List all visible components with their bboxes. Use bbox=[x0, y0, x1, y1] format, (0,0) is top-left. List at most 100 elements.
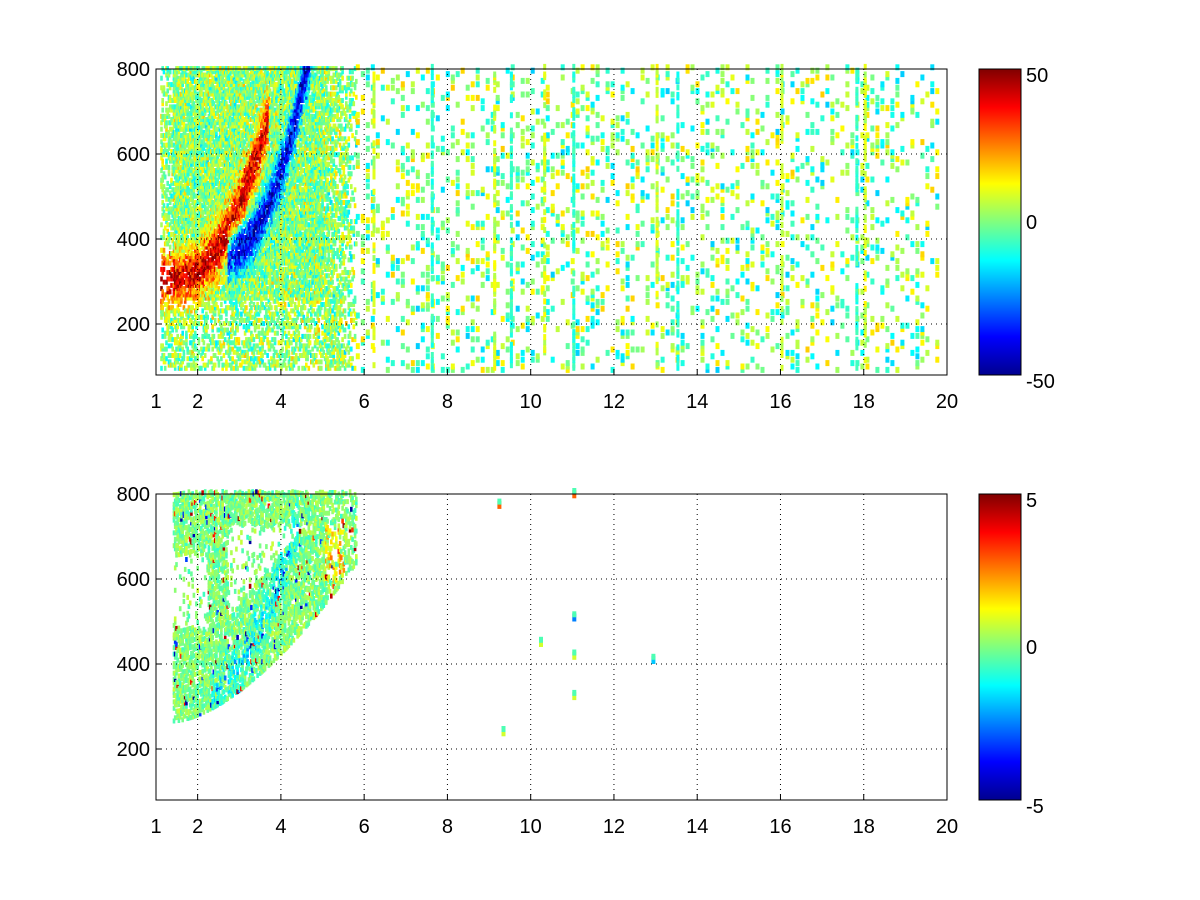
heatmap-cell bbox=[171, 353, 174, 358]
heatmap-cell bbox=[212, 340, 216, 346]
heatmap-cell bbox=[256, 317, 259, 323]
heatmap-cell bbox=[251, 171, 254, 177]
heatmap-cell bbox=[255, 72, 258, 78]
heatmap-cell bbox=[166, 228, 169, 234]
heatmap-cell bbox=[226, 180, 229, 186]
heatmap-cell bbox=[263, 88, 267, 94]
heatmap-cell bbox=[187, 101, 191, 107]
heatmap-cell bbox=[213, 113, 217, 119]
heatmap-cell bbox=[247, 113, 251, 119]
heatmap-cell bbox=[236, 327, 239, 333]
heatmap-cell bbox=[206, 209, 209, 215]
heatmap-cell bbox=[212, 282, 216, 288]
heatmap-cell bbox=[185, 343, 188, 349]
heatmap-cell bbox=[195, 324, 198, 330]
heatmap-cell bbox=[201, 215, 204, 221]
heatmap-cell bbox=[258, 180, 262, 186]
heatmap-cell bbox=[160, 286, 163, 292]
heatmap-cell bbox=[220, 346, 223, 352]
heatmap-cell bbox=[215, 85, 218, 91]
heatmap-cell bbox=[215, 343, 218, 349]
heatmap-cell bbox=[226, 349, 229, 355]
heatmap-cell bbox=[261, 91, 264, 97]
heatmap-cell bbox=[261, 158, 264, 164]
heatmap-cell bbox=[253, 85, 257, 91]
heatmap-cell bbox=[182, 340, 186, 346]
heatmap-cell bbox=[211, 298, 214, 304]
heatmap-cell bbox=[201, 203, 204, 209]
heatmap-cell bbox=[211, 152, 214, 158]
heatmap-cell bbox=[191, 292, 194, 298]
heatmap-cell bbox=[212, 117, 216, 123]
heatmap-cell bbox=[222, 330, 226, 336]
heatmap-cell bbox=[186, 117, 189, 123]
heatmap-cell bbox=[168, 270, 172, 276]
heatmap-cell bbox=[227, 353, 231, 358]
heatmap-cell bbox=[207, 286, 211, 292]
heatmap-cell bbox=[261, 149, 264, 154]
heatmap-cell bbox=[200, 120, 203, 126]
heatmap-cell bbox=[167, 113, 171, 119]
heatmap-cell bbox=[160, 266, 163, 272]
heatmap-cell bbox=[170, 231, 173, 237]
heatmap-cell bbox=[226, 110, 229, 116]
heatmap-cell bbox=[177, 231, 181, 237]
heatmap-cell bbox=[188, 203, 192, 209]
heatmap-cell bbox=[248, 340, 252, 346]
heatmap-cell bbox=[206, 292, 209, 298]
heatmap-cell bbox=[258, 305, 262, 311]
heatmap-cell bbox=[203, 254, 207, 260]
heatmap-cell bbox=[257, 126, 261, 132]
heatmap-cell bbox=[232, 206, 236, 212]
heatmap-cell bbox=[256, 139, 259, 145]
heatmap-cell bbox=[213, 161, 217, 167]
heatmap-cell bbox=[213, 190, 217, 196]
heatmap-cell bbox=[257, 356, 261, 362]
heatmap-cell bbox=[263, 94, 267, 100]
heatmap-cell bbox=[258, 222, 262, 228]
heatmap-cell bbox=[191, 196, 194, 202]
heatmap-cell bbox=[228, 155, 232, 161]
heatmap-cell bbox=[260, 85, 263, 91]
heatmap-cell bbox=[256, 164, 259, 170]
heatmap-cell bbox=[171, 126, 174, 132]
heatmap-cell bbox=[193, 155, 197, 161]
heatmap-cell bbox=[183, 129, 187, 135]
heatmap-cell bbox=[208, 308, 212, 314]
heatmap-cell bbox=[220, 136, 223, 142]
heatmap-cell bbox=[192, 270, 196, 276]
heatmap-cell bbox=[175, 356, 178, 362]
heatmap-cell bbox=[161, 174, 164, 180]
heatmap-cell bbox=[185, 263, 188, 269]
heatmap-cell bbox=[261, 177, 264, 183]
heatmap-cell bbox=[173, 215, 177, 221]
heatmap-cell bbox=[250, 88, 253, 94]
heatmap-cell bbox=[251, 289, 254, 295]
heatmap-cell bbox=[171, 133, 174, 139]
heatmap-cell bbox=[230, 292, 233, 298]
heatmap-cell bbox=[181, 286, 184, 292]
heatmap-cell bbox=[200, 206, 203, 212]
heatmap-cell bbox=[173, 308, 177, 314]
heatmap-cell bbox=[201, 212, 204, 218]
heatmap-cell bbox=[222, 190, 226, 196]
heatmap-cell bbox=[202, 190, 206, 196]
heatmap-cell bbox=[162, 203, 166, 209]
heatmap-cell bbox=[241, 180, 244, 186]
heatmap-cell bbox=[186, 82, 189, 88]
heatmap-cell bbox=[203, 266, 207, 272]
heatmap-cell bbox=[172, 142, 176, 148]
heatmap-cell bbox=[200, 266, 203, 272]
heatmap-cell bbox=[258, 225, 262, 231]
heatmap-cell bbox=[161, 177, 164, 183]
heatmap-cell bbox=[226, 91, 229, 97]
heatmap-cell bbox=[237, 298, 241, 304]
heatmap-cell bbox=[262, 104, 266, 110]
heatmap-cell bbox=[183, 133, 187, 139]
heatmap-cell bbox=[257, 235, 261, 241]
heatmap-cell bbox=[167, 107, 171, 113]
heatmap-cell bbox=[217, 235, 221, 241]
heatmap-cell bbox=[221, 72, 224, 78]
heatmap-cell bbox=[188, 286, 192, 292]
heatmap-cell bbox=[186, 187, 189, 193]
